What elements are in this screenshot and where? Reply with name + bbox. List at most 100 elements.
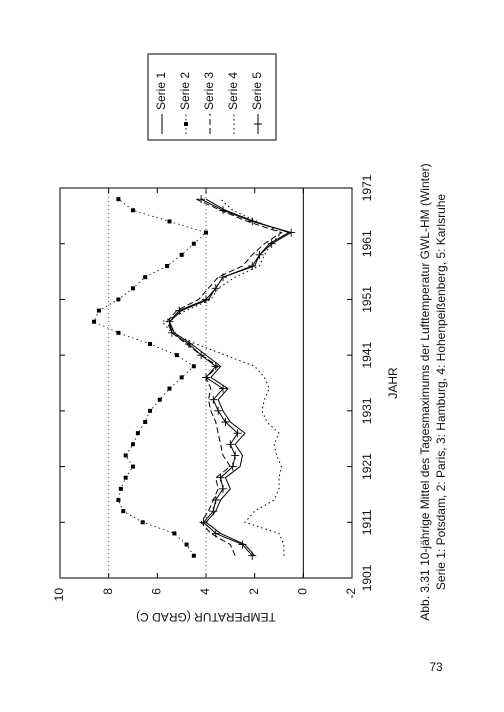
marker-plus xyxy=(197,351,206,360)
legend-box xyxy=(147,53,277,141)
marker-square xyxy=(148,408,153,413)
marker-plus xyxy=(216,473,225,482)
marker-plus xyxy=(233,429,242,438)
marker-plus xyxy=(211,284,220,293)
x-tick-label: 1901 xyxy=(360,564,374,591)
x-tick-label: 1951 xyxy=(360,286,374,313)
marker-square xyxy=(148,342,153,346)
marker-plus xyxy=(238,540,247,549)
marker-square xyxy=(92,319,97,324)
series-line xyxy=(168,198,290,557)
marker-plus xyxy=(248,217,257,226)
marker-plus xyxy=(209,395,218,404)
x-tick-label: 1971 xyxy=(360,174,374,201)
marker-square xyxy=(174,353,179,358)
marker-plus xyxy=(165,317,174,326)
y-axis-label: TEMPERATUR (GRAD C) xyxy=(136,610,276,624)
y-tick-label: 0 xyxy=(296,588,310,595)
legend-label: Serie 1 xyxy=(154,72,168,110)
marker-square xyxy=(116,498,121,502)
marker-square xyxy=(131,208,135,213)
marker-plus xyxy=(248,551,257,560)
series-line xyxy=(93,198,207,556)
legend-marker xyxy=(184,122,188,126)
marker-square xyxy=(204,230,208,235)
marker-square xyxy=(123,475,128,480)
marker-square xyxy=(131,464,135,469)
marker-plus xyxy=(228,462,237,471)
marker-square xyxy=(191,553,196,558)
marker-plus xyxy=(219,384,228,393)
x-axis-label: JAHR xyxy=(386,367,400,399)
x-tick-label: 1921 xyxy=(360,453,374,480)
marker-plus xyxy=(175,306,184,315)
marker-square xyxy=(135,431,140,436)
marker-plus xyxy=(248,262,257,270)
marker-plus xyxy=(226,440,235,449)
marker-square xyxy=(172,531,177,536)
marker-plus xyxy=(219,484,228,493)
marker-square xyxy=(179,252,184,257)
caption-line: Serie 1: Potsdam, 2: Paris, 3: Hamburg, … xyxy=(434,194,448,591)
marker-plus xyxy=(202,295,210,304)
legend-label: Serie 2 xyxy=(178,72,192,110)
marker-square xyxy=(167,219,172,224)
y-tick-label: 6 xyxy=(150,588,164,595)
marker-plus xyxy=(167,328,176,337)
marker-square xyxy=(96,308,101,313)
marker-square xyxy=(165,264,170,268)
marker-plus xyxy=(211,529,220,538)
marker-plus xyxy=(219,273,228,282)
marker-square xyxy=(131,442,135,447)
y-tick-label: 10 xyxy=(52,588,66,602)
x-tick-label: 1931 xyxy=(360,397,374,424)
page-number: 73 xyxy=(429,660,443,674)
marker-plus xyxy=(184,340,193,348)
marker-square xyxy=(179,375,184,380)
marker-square xyxy=(116,330,121,335)
y-tick-label: 8 xyxy=(101,588,115,595)
marker-plus xyxy=(255,250,264,259)
marker-square xyxy=(184,542,189,547)
marker-square xyxy=(118,486,123,491)
legend-label: Serie 5 xyxy=(250,72,264,110)
y-tick-label: 2 xyxy=(247,588,261,595)
marker-plus xyxy=(197,195,206,204)
marker-plus xyxy=(231,451,240,460)
marker-square xyxy=(116,297,121,302)
marker-square xyxy=(191,364,196,369)
y-tick-label: 4 xyxy=(198,588,212,595)
marker-square xyxy=(121,509,126,514)
marker-plus xyxy=(221,418,230,426)
marker-plus xyxy=(199,518,208,527)
marker-square xyxy=(123,453,128,458)
marker-square xyxy=(167,386,172,391)
x-tick-label: 1961 xyxy=(360,230,374,257)
marker-square xyxy=(143,420,148,424)
marker-plus xyxy=(214,406,223,415)
marker-plus xyxy=(211,496,220,504)
marker-plus xyxy=(211,362,220,371)
rotated-figure: JAHR TEMPERATUR (GRAD C) Abb. 3.31 10-jä… xyxy=(52,53,448,624)
legend-label: Serie 4 xyxy=(226,72,240,110)
marker-square xyxy=(140,520,145,525)
marker-plus xyxy=(219,206,228,215)
marker-square xyxy=(157,397,162,402)
x-tick-label: 1911 xyxy=(360,509,374,535)
marker-square xyxy=(143,275,148,280)
marker-plus xyxy=(202,373,210,382)
marker-square xyxy=(116,197,121,202)
series-line xyxy=(161,198,285,556)
marker-square xyxy=(131,286,135,291)
marker-plus xyxy=(209,507,218,516)
legend-label: Serie 3 xyxy=(202,72,216,110)
y-tick-label: -2 xyxy=(344,588,358,599)
caption-line: Abb. 3.31 10-jährige Mittel des Tagesmax… xyxy=(418,163,432,620)
x-tick-label: 1941 xyxy=(360,341,374,368)
legend-marker xyxy=(254,120,262,128)
marker-plus xyxy=(287,228,296,237)
marker-square xyxy=(191,241,196,246)
marker-plus xyxy=(267,239,276,248)
